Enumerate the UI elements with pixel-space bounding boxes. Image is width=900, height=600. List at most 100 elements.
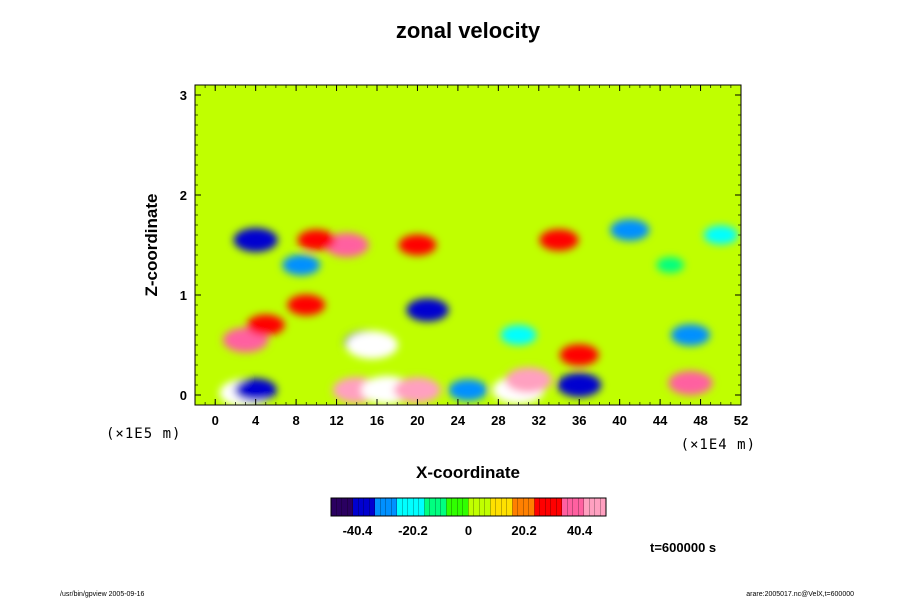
chart-title: zonal velocity (396, 18, 541, 43)
colorbar (331, 498, 607, 516)
velocity-feature (703, 225, 738, 245)
velocity-feature (324, 232, 369, 258)
velocity-feature (656, 257, 685, 273)
colorbar-segment (408, 498, 414, 516)
footer-left: /usr/bin/gpview 2005-09-16 (60, 591, 145, 598)
colorbar-tick-label: 20.2 (511, 523, 536, 538)
colorbar-segment (512, 498, 519, 516)
colorbar-segment (358, 498, 365, 516)
colorbar-segment (457, 498, 464, 516)
colorbar-segment (386, 498, 392, 516)
velocity-feature (394, 377, 441, 403)
colorbar-segment (342, 498, 348, 516)
velocity-feature (234, 378, 277, 402)
y-tick-label: 1 (180, 288, 187, 303)
velocity-field (195, 85, 741, 405)
colorbar-segment (397, 498, 403, 516)
colorbar-segment (347, 498, 354, 516)
velocity-feature (398, 234, 437, 256)
velocity-feature (668, 370, 713, 396)
colorbar-segment (380, 498, 387, 516)
x-tick-label: 0 (212, 413, 219, 428)
colorbar-segment (452, 498, 458, 516)
colorbar-segment (567, 498, 574, 516)
colorbar-segment (573, 498, 579, 516)
colorbar-segment (413, 498, 420, 516)
colorbar-segment (375, 498, 381, 516)
x-tick-label: 40 (612, 413, 626, 428)
velocity-feature (406, 298, 449, 322)
y-tick-label: 0 (180, 388, 187, 403)
colorbar-segment (551, 498, 557, 516)
velocity-feature (297, 229, 336, 251)
x-tick-label: 36 (572, 413, 586, 428)
colorbar-segment (584, 498, 590, 516)
colorbar-tick-label: 0 (465, 523, 472, 538)
colorbar-segment (540, 498, 546, 516)
velocity-feature (557, 372, 602, 398)
colorbar-segment (534, 498, 541, 516)
velocity-feature (539, 229, 579, 251)
y-axis-label: Z-coordinate (142, 194, 161, 297)
x-tick-label: 48 (693, 413, 707, 428)
colorbar-segment (435, 498, 442, 516)
x-tick-label: 8 (292, 413, 299, 428)
colorbar-segment (496, 498, 502, 516)
colorbar-segment (556, 498, 563, 516)
colorbar-segment (424, 498, 431, 516)
velocity-feature (282, 254, 321, 276)
colorbar-segment (562, 498, 568, 516)
x-tick-label: 12 (329, 413, 343, 428)
field-background (195, 85, 741, 405)
y-tick-label: 3 (180, 88, 187, 103)
y-tick-marks (195, 84, 741, 396)
colorbar-segment (518, 498, 524, 516)
colorbar-segment (402, 498, 409, 516)
velocity-feature (610, 219, 650, 241)
colorbar-segment (490, 498, 497, 516)
velocity-feature (246, 314, 285, 336)
colorbar-segment (364, 498, 370, 516)
x-tick-label: 4 (252, 413, 260, 428)
colorbar-segment (446, 498, 453, 516)
colorbar-tick-label: -20.2 (398, 523, 428, 538)
velocity-feature (505, 367, 553, 393)
x-tick-label: 32 (532, 413, 546, 428)
colorbar-segment (369, 498, 376, 516)
colorbar-segment (479, 498, 486, 516)
x-unit-label: (×1E4 m) (681, 437, 756, 453)
velocity-feature (287, 294, 326, 316)
colorbar-segment (523, 498, 530, 516)
colorbar-segment (501, 498, 508, 516)
colorbar-segment (353, 498, 359, 516)
y-tick-labels: 0 1 2 3 (180, 88, 187, 403)
colorbar-frame (330, 497, 607, 517)
time-label: t=600000 s (650, 540, 716, 555)
colorbar-segment (595, 498, 601, 516)
velocity-feature (345, 331, 398, 359)
velocity-feature (233, 227, 278, 253)
colorbar-segment (441, 498, 447, 516)
colorbar-segment (391, 498, 398, 516)
footer-right: arare:2005017.nc@VelX,t=600000 (746, 591, 854, 598)
x-axis-label: X-coordinate (416, 463, 520, 482)
colorbar-tick-labels: -40.4 -20.2 0 20.2 40.4 (343, 523, 593, 538)
colorbar-segment (468, 498, 475, 516)
colorbar-segment (419, 498, 425, 516)
x-tick-label: 44 (653, 413, 668, 428)
x-tick-label: 20 (410, 413, 424, 428)
x-tick-label: 24 (451, 413, 466, 428)
x-tick-marks (194, 85, 742, 405)
colorbar-segment (589, 498, 596, 516)
y-unit-label: (×1E5 m) (106, 426, 181, 442)
colorbar-segment (600, 498, 607, 516)
x-tick-label: 52 (734, 413, 748, 428)
y-tick-label: 2 (180, 188, 187, 203)
colorbar-tick-label: 40.4 (567, 523, 593, 538)
colorbar-segment (529, 498, 535, 516)
x-tick-label: 16 (370, 413, 384, 428)
colorbar-segment (545, 498, 552, 516)
velocity-feature (670, 324, 711, 346)
x-tick-label: 28 (491, 413, 505, 428)
